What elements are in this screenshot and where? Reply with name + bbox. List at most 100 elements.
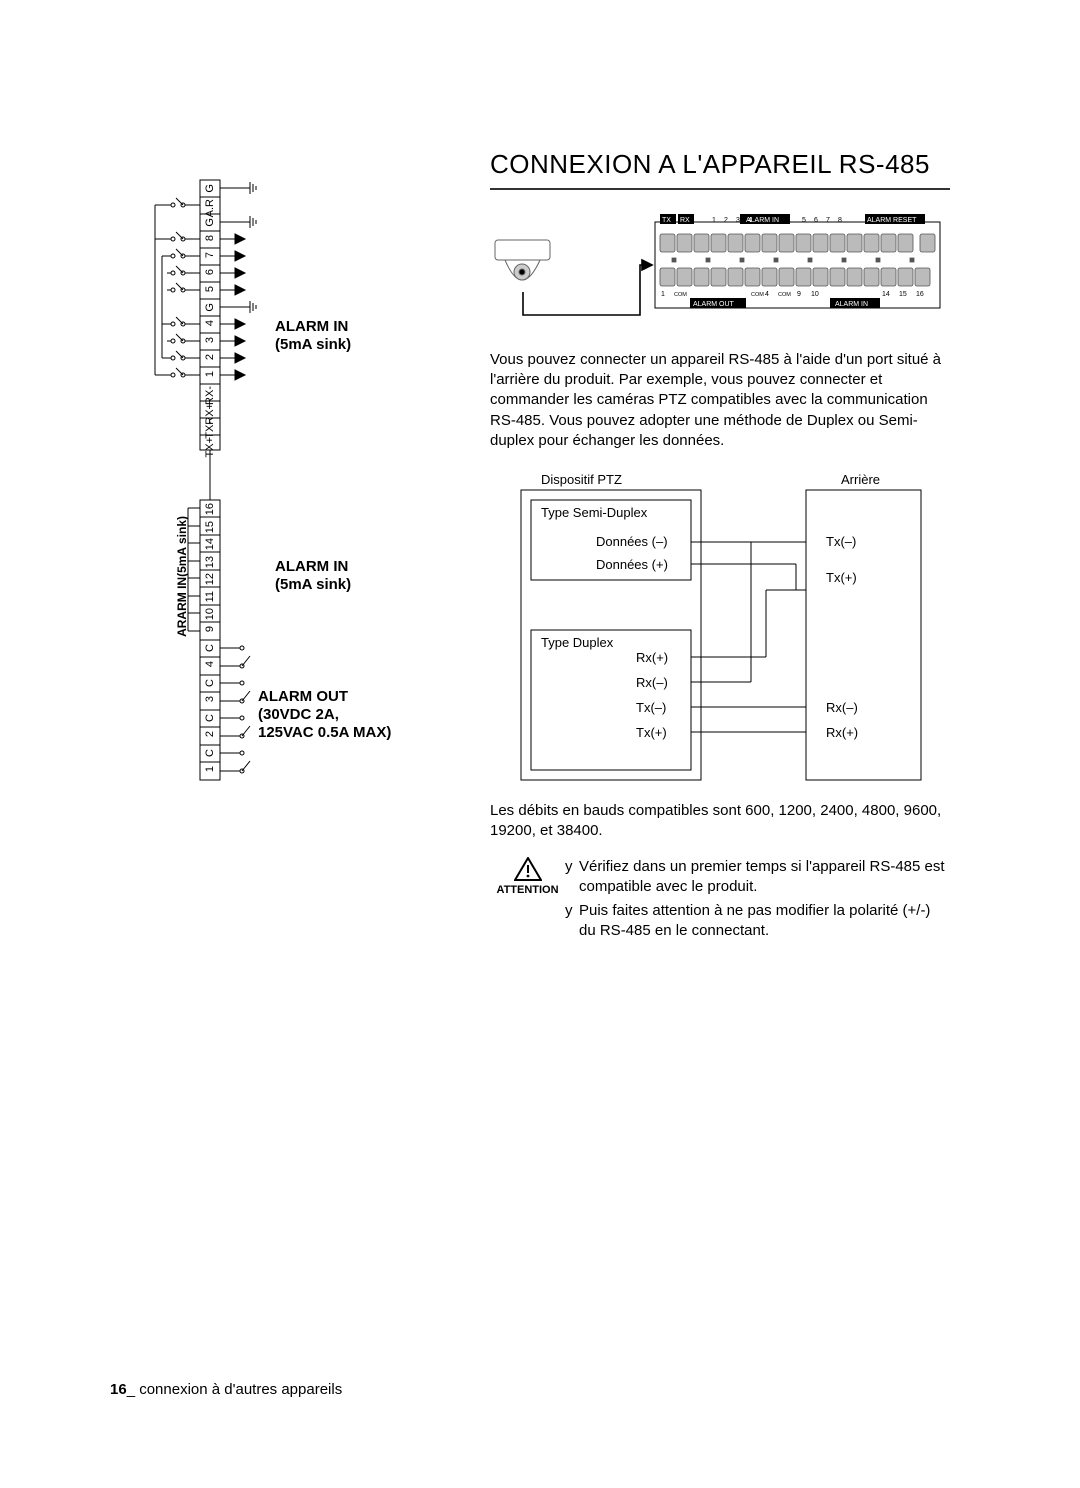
svg-text:16: 16 bbox=[916, 291, 924, 298]
attention-icon-col: ATTENTION bbox=[490, 857, 565, 946]
rear-line: Tx(+) bbox=[826, 570, 857, 585]
cell: 14 bbox=[205, 538, 216, 550]
svg-text:5: 5 bbox=[802, 217, 806, 224]
svg-text:3: 3 bbox=[736, 217, 740, 224]
cell: 8 bbox=[205, 235, 216, 241]
cell: A.R bbox=[205, 199, 216, 217]
connection-illustration: TX RX ALARM IN ALARM RESET ALARM OUT ALA… bbox=[490, 210, 950, 330]
alarm-out-label: ALARM OUT (30VDC 2A, 125VAC 0.5A MAX) bbox=[258, 688, 391, 742]
semi-line: Données (–) bbox=[596, 534, 668, 549]
rear-line: Tx(–) bbox=[826, 534, 856, 549]
cell: G bbox=[205, 184, 216, 193]
wiring-diagram: Dispositif PTZ Arrière bbox=[505, 471, 935, 791]
svg-text:14: 14 bbox=[882, 291, 890, 298]
svg-text:1: 1 bbox=[661, 291, 665, 298]
dup-line: Rx(+) bbox=[636, 650, 668, 665]
cell: 6 bbox=[205, 269, 216, 275]
wiring-svg bbox=[506, 472, 936, 792]
term-lbl: ALARM IN bbox=[835, 301, 868, 308]
svg-text:COM: COM bbox=[674, 292, 687, 298]
rear-line: Rx(+) bbox=[826, 725, 858, 740]
cell: 2 bbox=[205, 354, 216, 360]
alarm-out-sub1: (30VDC 2A, bbox=[258, 706, 391, 724]
alarm-out: ALARM OUT bbox=[258, 688, 348, 705]
cell: 1 bbox=[205, 766, 216, 772]
svg-text:1: 1 bbox=[712, 217, 716, 224]
cell: C bbox=[205, 644, 216, 652]
footer-sep: _ bbox=[127, 1381, 140, 1398]
alarm-in2-sub: (5mA sink) bbox=[275, 576, 351, 594]
cell: 7 bbox=[205, 252, 216, 258]
semi-line: Données (+) bbox=[596, 557, 668, 572]
attention-list: Vérifiez dans un premier temps si l'appa… bbox=[565, 857, 950, 946]
cell: 16 bbox=[205, 503, 216, 515]
svg-text:COM: COM bbox=[778, 292, 791, 298]
cell: 12 bbox=[205, 573, 216, 585]
svg-text:7: 7 bbox=[826, 217, 830, 224]
cell: 13 bbox=[205, 556, 216, 568]
svg-text:4: 4 bbox=[748, 217, 752, 224]
cell: 10 bbox=[205, 608, 216, 620]
page: ALARM IN (5mA sink) ALARM IN (5mA sink) … bbox=[0, 0, 1080, 1488]
page-number: 16 bbox=[110, 1381, 127, 1398]
semi-duplex-title: Type Semi-Duplex bbox=[541, 505, 647, 520]
alarm-in1: ALARM IN bbox=[275, 318, 348, 335]
baud-rates: Les débits en bauds compatibles sont 600… bbox=[490, 801, 950, 842]
cell: C bbox=[205, 714, 216, 722]
right-column: CONNEXION A L'APPAREIL RS-485 bbox=[490, 150, 950, 946]
term-lbl: ALARM OUT bbox=[693, 301, 735, 308]
cell: C bbox=[205, 749, 216, 757]
cell: 3 bbox=[205, 696, 216, 702]
svg-text:9: 9 bbox=[797, 291, 801, 298]
svg-text:2: 2 bbox=[724, 217, 728, 224]
svg-text:10: 10 bbox=[811, 291, 819, 298]
rs485-description: Vous pouvez connecter un appareil RS-485… bbox=[490, 350, 950, 451]
svg-text:4: 4 bbox=[765, 291, 769, 298]
rear-line: Rx(–) bbox=[826, 700, 858, 715]
dup-line: Tx(+) bbox=[636, 725, 667, 740]
attention-label: ATTENTION bbox=[490, 883, 565, 898]
alarm-out-sub2: 125VAC 0.5A MAX) bbox=[258, 724, 391, 742]
alarm-in2: ALARM IN bbox=[275, 558, 348, 575]
attention-block: ATTENTION Vérifiez dans un premier temps… bbox=[490, 857, 950, 946]
svg-text:11: 11 bbox=[828, 291, 835, 298]
svg-text:COM: COM bbox=[751, 292, 764, 298]
cell: G bbox=[205, 218, 216, 227]
dup-line: Rx(–) bbox=[636, 675, 668, 690]
duplex-title: Type Duplex bbox=[541, 635, 613, 650]
cell: 15 bbox=[205, 521, 216, 533]
cell: 1 bbox=[205, 371, 216, 377]
cell: 9 bbox=[205, 626, 216, 632]
term-lbl: TX bbox=[662, 217, 671, 224]
attention-item: Vérifiez dans un premier temps si l'appa… bbox=[565, 857, 950, 898]
svg-text:8: 8 bbox=[838, 217, 842, 224]
svg-text:15: 15 bbox=[899, 291, 907, 298]
cell: G bbox=[205, 303, 216, 312]
svg-text:2: 2 bbox=[695, 291, 699, 298]
alarm-in-label-1: ALARM IN (5mA sink) bbox=[275, 318, 351, 354]
alarm-in-vertical-label: ARARM IN(5mA sink) bbox=[175, 516, 189, 637]
cell: 5 bbox=[205, 286, 216, 292]
cell: C bbox=[205, 679, 216, 687]
cell: 4 bbox=[205, 320, 216, 326]
section-title: CONNEXION A L'APPAREIL RS-485 bbox=[490, 150, 950, 180]
attention-item: Puis faites attention à ne pas modifier … bbox=[565, 901, 950, 942]
cell: 4 bbox=[205, 661, 216, 667]
term-lbl: ALARM RESET bbox=[867, 217, 917, 224]
warning-icon bbox=[514, 857, 542, 881]
dup-line: Tx(–) bbox=[636, 700, 666, 715]
svg-text:COM: COM bbox=[708, 292, 721, 298]
left-alarm-diagram: ALARM IN (5mA sink) ALARM IN (5mA sink) … bbox=[140, 170, 440, 890]
page-footer: 16_ connexion à d'autres appareils bbox=[110, 1381, 342, 1398]
svg-text:3: 3 bbox=[729, 291, 733, 298]
footer-text: connexion à d'autres appareils bbox=[139, 1381, 342, 1398]
camera-terminal-svg: TX RX ALARM IN ALARM RESET ALARM OUT ALA… bbox=[490, 210, 950, 330]
alarm-in1-sub: (5mA sink) bbox=[275, 336, 351, 354]
section-divider bbox=[490, 188, 950, 190]
cell: TX+ bbox=[205, 437, 216, 457]
cell: 11 bbox=[205, 591, 216, 602]
term-lbl: RX bbox=[680, 217, 690, 224]
svg-text:12: 12 bbox=[845, 291, 853, 298]
svg-text:13: 13 bbox=[862, 291, 870, 298]
cell: 2 bbox=[205, 731, 216, 737]
